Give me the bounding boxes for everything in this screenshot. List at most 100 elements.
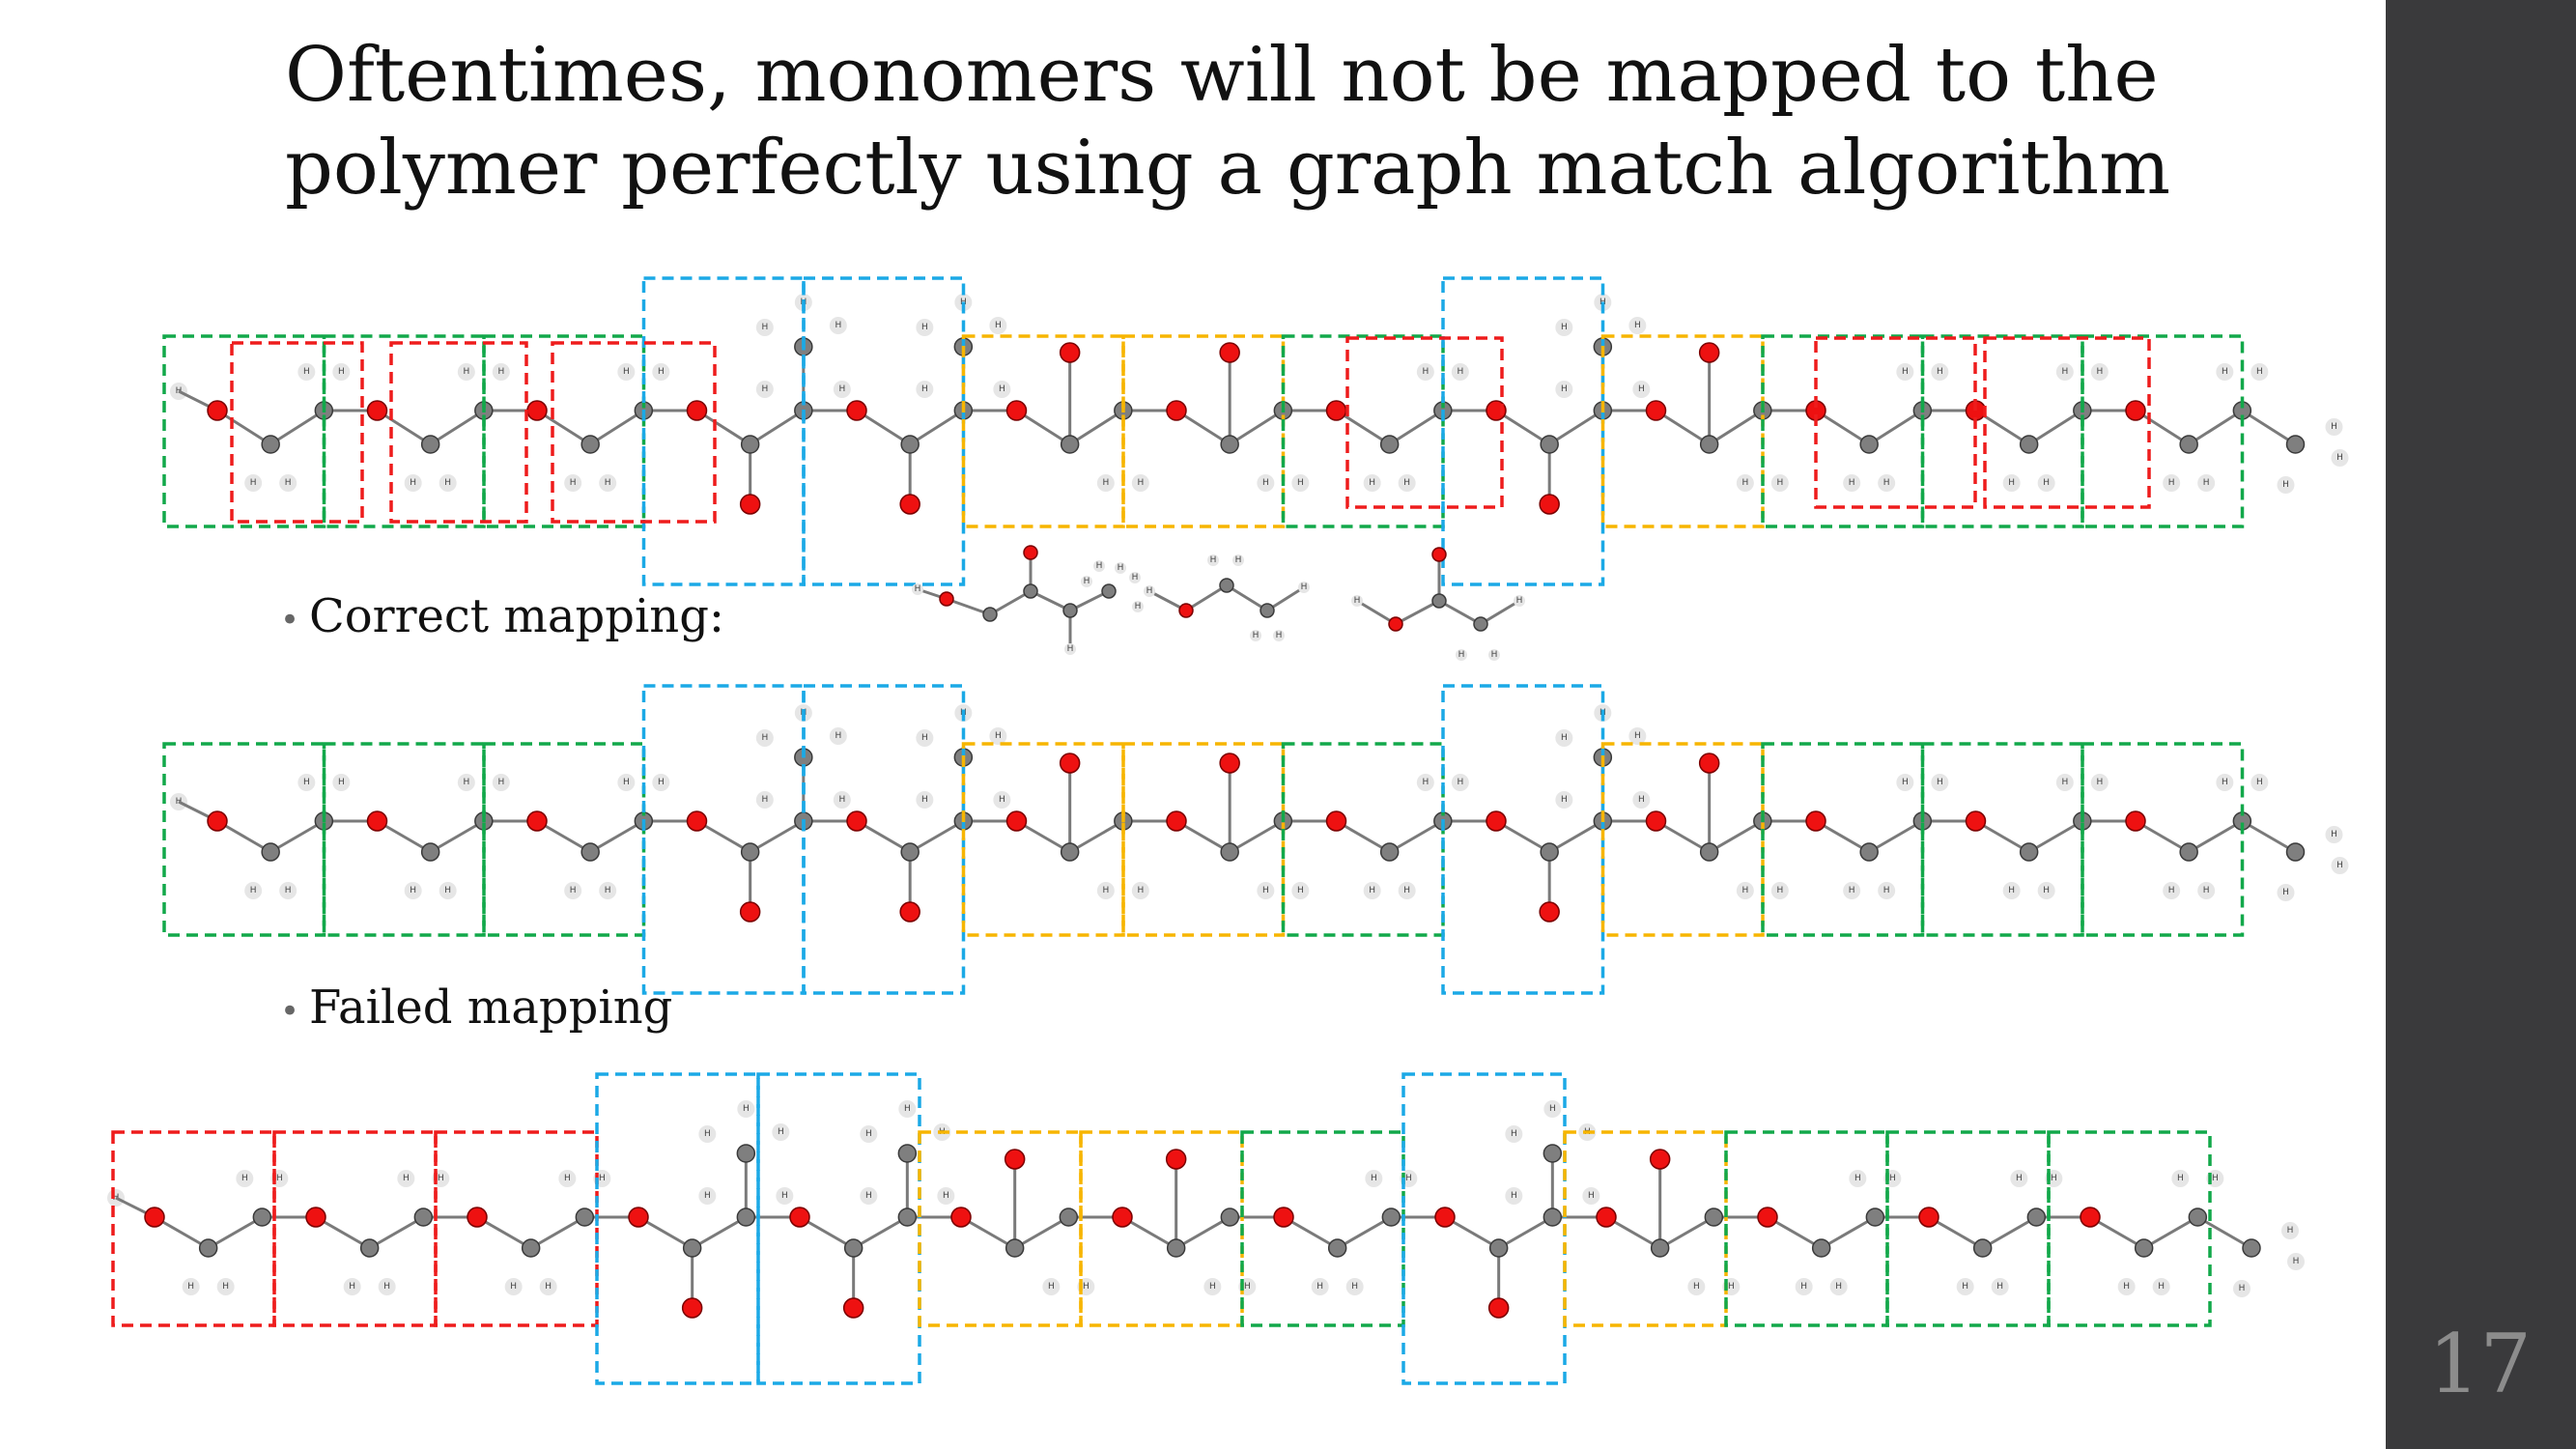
carbon-atom — [2188, 1208, 2208, 1227]
hydrogen-label: H — [2168, 478, 2175, 488]
bond — [1815, 409, 1870, 446]
hydrogen-atom — [492, 774, 510, 791]
hydrogen-atom — [244, 474, 263, 492]
bond — [909, 819, 965, 854]
hydrogen-atom — [755, 319, 774, 336]
monomer-box — [641, 276, 806, 586]
hydrogen-atom — [2152, 1278, 2170, 1295]
hydrogen-label: H — [1561, 323, 1568, 332]
hydrogen-atom — [1451, 363, 1469, 381]
bond — [2027, 819, 2083, 854]
hydrogen-label: H — [761, 384, 768, 394]
monomer-box — [1814, 336, 1977, 509]
hydrogen-label: H — [338, 367, 345, 377]
hydrogen-atom — [2197, 882, 2216, 899]
hydrogen-label: H — [463, 367, 469, 377]
carbon-atom — [1972, 1238, 1993, 1258]
oxygen-atom — [628, 1207, 649, 1228]
oxygen-atom — [1023, 545, 1038, 560]
oxygen-atom — [1698, 342, 1720, 363]
carbon-atom — [1859, 435, 1879, 454]
hydrogen-atom — [2281, 1222, 2299, 1239]
hydrogen-label: H — [2293, 1257, 2300, 1266]
hydrogen-atom — [755, 791, 774, 809]
oxygen-atom — [1219, 342, 1240, 363]
hydrogen-label: H — [658, 367, 665, 377]
hydrogen-atom — [1931, 774, 1949, 791]
oxygen-atom — [1165, 1149, 1187, 1170]
hydrogen-label: H — [1371, 1174, 1377, 1183]
bond — [946, 597, 991, 616]
hydrogen-label: H — [921, 384, 928, 394]
hydrogen-label: H — [2222, 367, 2228, 377]
oxygen-atom — [2125, 400, 2146, 421]
hydrogen-atom — [755, 729, 774, 747]
monomer-box — [961, 742, 1125, 937]
hydrogen-atom — [504, 1278, 523, 1295]
hydrogen-atom — [2277, 476, 2295, 494]
polymer-row-correct: H H H H H H H H H H H H H H H H H H H H H H H H H H H H H H H H H H H H H H H H… — [162, 684, 2349, 995]
hydrogen-label: H — [303, 778, 310, 787]
oxygen-atom — [1486, 810, 1507, 832]
hydrogen-label: H — [921, 323, 928, 332]
bond — [1497, 1215, 1554, 1250]
monomer-box — [1724, 1130, 1889, 1327]
oxygen-atom — [305, 1207, 326, 1228]
oxygen-atom — [1004, 1149, 1026, 1170]
hydrogen-label: H — [658, 778, 665, 787]
bond — [2027, 409, 2083, 446]
hydrogen-label: H — [2222, 778, 2228, 787]
carbon-atom — [1062, 603, 1078, 618]
hydrogen-label: H — [1937, 778, 1943, 787]
bond — [1548, 819, 1604, 854]
oxygen-atom — [1219, 753, 1240, 774]
hydrogen-atom — [1582, 1187, 1600, 1205]
hydrogen-label: H — [995, 321, 1002, 330]
hydrogen-label: H — [2331, 830, 2337, 839]
oxygen-atom — [739, 494, 761, 515]
hydrogen-label: H — [1137, 478, 1144, 488]
carbon-atom — [1379, 435, 1400, 454]
bond — [1868, 409, 1924, 446]
hydrogen-atom — [439, 882, 457, 899]
bullet-failed-label: Failed mapping — [309, 980, 673, 1035]
hydrogen-label: H — [865, 1191, 872, 1201]
carbon-atom — [1327, 1238, 1347, 1258]
monomer-box — [802, 684, 966, 995]
hydrogen-label: H — [1561, 795, 1568, 805]
hydrogen-label: H — [1638, 384, 1645, 394]
carbon-atom — [740, 435, 760, 454]
hydrogen-atom — [1555, 729, 1573, 747]
bullet-icon: • — [280, 600, 300, 639]
hydrogen-label: H — [276, 1174, 283, 1183]
hydrogen-atom — [332, 363, 351, 381]
bond — [691, 1215, 748, 1250]
carbon-atom — [580, 842, 600, 862]
bond — [852, 1215, 909, 1250]
hydrogen-atom — [2171, 1170, 2190, 1187]
hydrogen-atom — [2331, 449, 2349, 467]
hydrogen-atom — [2090, 774, 2109, 791]
hydrogen-label: H — [497, 778, 504, 787]
hydrogen-label: H — [915, 584, 921, 594]
hydrogen-atom — [1144, 585, 1155, 597]
hydrogen-label: H — [2158, 1282, 2165, 1292]
carbon-atom — [420, 842, 440, 862]
carbon-atom — [900, 435, 920, 454]
hydrogen-atom — [1931, 363, 1949, 381]
hydrogen-label: H — [403, 1174, 410, 1183]
monomer-box — [230, 341, 364, 524]
hydrogen-atom — [404, 474, 422, 492]
hydrogen-atom — [539, 1278, 557, 1295]
hydrogen-label: H — [1561, 733, 1568, 743]
hydrogen-atom — [2197, 474, 2216, 492]
carbon-atom — [900, 842, 920, 862]
carbon-atom — [1488, 1238, 1509, 1258]
hydrogen-label: H — [1132, 573, 1139, 582]
bond — [1335, 409, 1391, 446]
hydrogen-label: H — [564, 1174, 571, 1183]
hydrogen-atom — [564, 474, 582, 492]
hydrogen-atom — [1416, 363, 1434, 381]
hydrogen-atom — [279, 882, 297, 899]
